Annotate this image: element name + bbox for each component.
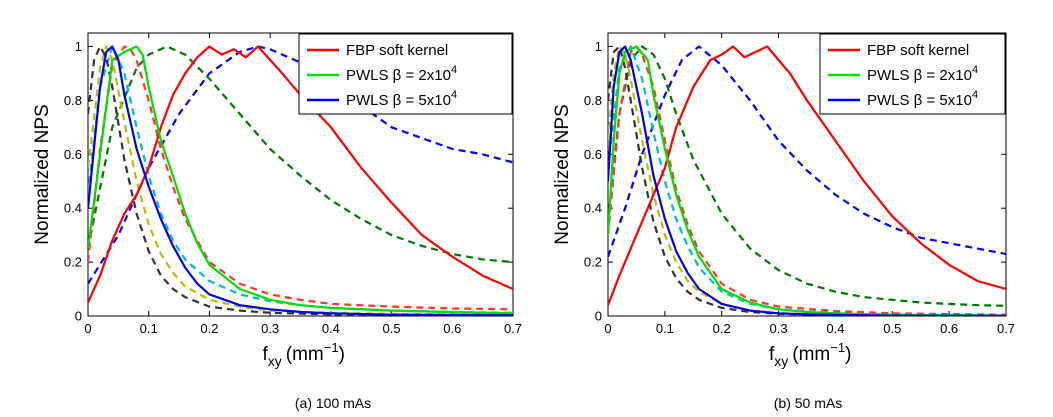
x-axis-label-sub: xy	[268, 353, 282, 369]
x-tick-label: 0.1	[656, 321, 674, 336]
series-line-dashed-blue	[88, 45, 513, 285]
series-line-dashed-dark-green	[608, 45, 1006, 307]
y-tick-label: 0.8	[64, 93, 82, 108]
series-line-dashed-yellow	[88, 45, 513, 316]
x-tick-label: 0.4	[322, 321, 340, 336]
series-line-dashed-red	[88, 45, 513, 311]
series-line-pwls-5x10-4	[88, 45, 513, 316]
x-tick-label: 0.7	[997, 321, 1015, 336]
x-axis-label-exp: −1	[830, 340, 845, 355]
x-axis-label-sub: xy	[774, 353, 788, 369]
y-axis-label: Normalized NPS	[552, 104, 573, 244]
legend-label: PWLS β = 5x104	[867, 89, 978, 109]
y-tick-label: 0.4	[64, 201, 82, 216]
panel-caption: (b) 50 mAs	[774, 395, 842, 411]
y-tick-label: 0.8	[584, 93, 602, 108]
x-axis-label-close: )	[845, 344, 851, 365]
legend-label: FBP soft kernel	[867, 42, 969, 59]
panel-caption: (a) 100 mAs	[295, 395, 371, 411]
series-line-dashed-gray	[608, 45, 1006, 316]
legend-label: FBP soft kernel	[346, 42, 448, 59]
series-line-pwls-2x10-4	[88, 45, 513, 315]
legend-exponent: 4	[451, 64, 457, 76]
legend-exponent: 4	[972, 64, 978, 76]
chart-panel-1: 0 0.1 0.2 0.3 0.4 0.5 0.6 0.7 0 0.2 0.4 0.6 0.8 1 FBP …	[32, 32, 522, 411]
x-tick-label: 0.3	[261, 321, 279, 336]
legend-exponent: 4	[972, 89, 978, 101]
legend-label: PWLS β = 2x104	[346, 64, 457, 84]
x-axis-label-exp: −1	[324, 340, 339, 355]
x-tick-label: 0.2	[713, 321, 731, 336]
y-tick-label: 0.4	[584, 201, 602, 216]
legend: FBP soft kernel PWLS β = 2x104 PWLS β = 5x…	[819, 33, 1006, 115]
series-line-dashed-red	[608, 45, 1006, 316]
y-tick-label: 0.2	[584, 255, 602, 270]
series-line-dashed-dark-green	[88, 45, 513, 264]
x-tick-label: 0.5	[883, 321, 901, 336]
x-tick-label: 0.2	[200, 321, 218, 336]
x-tick-label: 0.5	[383, 321, 401, 336]
y-tick-label: 0	[595, 309, 602, 324]
x-tick-label: 0.1	[140, 321, 158, 336]
series-group	[88, 45, 513, 316]
x-tick-label: 0.6	[940, 321, 958, 336]
series-group	[608, 45, 1006, 316]
y-axis-label: Normalized NPS	[32, 104, 53, 244]
x-tick-label: 0.4	[826, 321, 844, 336]
y-tick-label: 0.6	[584, 147, 602, 162]
series-line-fbp-soft-kernel	[88, 45, 513, 303]
x-tick-label: 0.7	[504, 321, 522, 336]
series-line-fbp-soft-kernel	[608, 45, 1006, 306]
y-tick-label: 0.2	[64, 255, 82, 270]
series-line-pwls-5x10-4	[608, 45, 1006, 316]
x-tick-label: 0	[84, 321, 91, 336]
chart-panel-2: 0 0.1 0.2 0.3 0.4 0.5 0.6 0.7 0 0.2 0.4 0.6 0.8 1 FBP …	[552, 32, 1015, 411]
legend: FBP soft kernel PWLS β = 2x104 PWLS β = 5x…	[298, 33, 513, 115]
x-tick-label: 0.3	[770, 321, 788, 336]
legend-exponent: 4	[451, 89, 457, 101]
x-tick-label: 0	[604, 321, 611, 336]
series-line-pwls-2x10-4	[608, 45, 1006, 316]
x-axis-label-close: )	[339, 344, 345, 365]
y-tick-label: 0	[75, 309, 82, 324]
x-tick-label: 0.6	[443, 321, 461, 336]
y-tick-label: 0.6	[64, 147, 82, 162]
y-tick-label: 1	[595, 39, 602, 54]
x-axis-label-unit: (mm	[286, 344, 324, 365]
x-axis-label: fxy (mm−1)	[769, 340, 851, 369]
x-axis-label-unit: (mm	[792, 344, 830, 365]
x-axis-label: fxy (mm−1)	[263, 340, 345, 369]
legend-label: PWLS β = 2x104	[867, 64, 978, 84]
legend-label: PWLS β = 5x104	[346, 89, 457, 109]
y-tick-label: 1	[75, 39, 82, 54]
